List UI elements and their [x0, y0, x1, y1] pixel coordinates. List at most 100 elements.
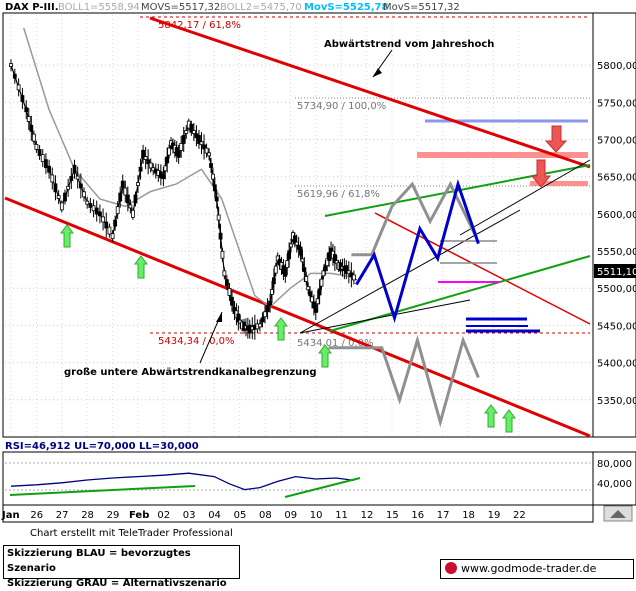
candle-body — [300, 258, 305, 263]
candle-body — [209, 163, 213, 168]
green-up-arrow — [274, 317, 288, 341]
rsi-axis-panel — [592, 451, 636, 506]
resistance-zone-pink — [417, 152, 588, 158]
y-tick-label: 5600,00 — [597, 210, 636, 221]
candle-body — [302, 267, 307, 273]
candle-body — [313, 308, 318, 313]
fib-label-top: 5842,17 / 61,8% — [158, 20, 241, 31]
footer-note: Chart erstellt mit TeleTrader Profession… — [30, 528, 233, 539]
legend-gray: Skizzierung GRAU = Alternativszenario — [7, 578, 227, 589]
candle-body — [321, 270, 326, 277]
candle-body — [53, 183, 58, 193]
candle-body — [26, 116, 31, 122]
x-tick-label: 16 — [411, 510, 424, 521]
candle-body — [260, 317, 265, 323]
green-up-arrow — [502, 409, 516, 433]
annotation-arrowhead-bottom — [216, 312, 222, 322]
candle-body — [115, 206, 120, 215]
candle-body — [308, 291, 312, 297]
candle-body — [66, 185, 71, 190]
x-tick-label: 11 — [335, 510, 348, 521]
site-credit[interactable]: www.godmode-trader.de — [440, 559, 634, 579]
candle-body — [287, 250, 292, 260]
candle-body — [346, 270, 351, 275]
candle-body — [181, 135, 186, 144]
candle-body — [167, 147, 172, 156]
x-tick-label: 03 — [183, 510, 196, 521]
y-tick-label: 5450,00 — [597, 321, 636, 332]
fib-label-bottom-left: 5434,34 / 0,0% — [158, 336, 234, 347]
header-symbol: DAX P-III. — [5, 2, 59, 13]
candle-body — [207, 152, 212, 157]
header-movs1: MOVS=5517,32 — [141, 2, 220, 13]
candle-body — [63, 192, 67, 202]
green-up-arrow — [318, 344, 332, 368]
candle-body — [197, 135, 201, 144]
candle-body — [310, 296, 314, 303]
fib-label-618: 5619,96 / 61,8% — [297, 189, 380, 200]
y-tick-labels: 5800,00 5750,00 5700,00 5650,00 5600,00 5550,… — [597, 61, 636, 407]
candle-body — [270, 289, 274, 295]
site-logo-icon — [445, 562, 457, 574]
last-price-badge — [594, 264, 636, 278]
x-tick-label: 05 — [234, 510, 247, 521]
fib-label-100: 5734,90 / 100,0% — [297, 101, 386, 112]
annotation-arrowhead-top — [373, 68, 382, 77]
candle-body — [222, 270, 227, 277]
green-up-arrow — [60, 224, 74, 248]
candle-body — [69, 176, 74, 181]
candle-body — [29, 124, 34, 132]
candle-body — [344, 265, 349, 275]
wedge-line-lower — [299, 299, 471, 334]
x-tick-label: Feb — [129, 510, 149, 521]
candle-body — [75, 175, 80, 180]
candle-body — [211, 173, 215, 180]
candle-body — [141, 149, 145, 159]
candle-body — [283, 269, 288, 277]
candle-body — [118, 192, 123, 202]
scenario-legend: Skizzierung BLAU = bevorzugtes Szenario … — [3, 545, 240, 589]
trendline-upper — [149, 16, 591, 169]
candle-body — [315, 298, 320, 305]
candle-body — [179, 142, 184, 151]
rsi-trend-2 — [284, 477, 361, 498]
candle-body — [273, 265, 278, 274]
x-tick-label: 19 — [488, 510, 501, 521]
x-tick-labels: Jan 26 27 28 29 Feb 02 03 04 05 08 09 10 11 12 15 16 17 18… — [1, 510, 526, 521]
candle-body — [37, 149, 42, 156]
candle-body — [220, 250, 225, 259]
rsi-panel — [2, 451, 594, 506]
candle-body — [163, 165, 168, 172]
y-tick-label: 5350,00 — [597, 396, 636, 407]
x-tick-label: 17 — [437, 510, 450, 521]
x-tick-label: 09 — [284, 510, 297, 521]
scenario-blue-line — [355, 178, 480, 324]
candle-body — [94, 207, 99, 215]
candle-body — [125, 194, 130, 204]
candle-body — [227, 288, 232, 296]
x-tick-label: 27 — [56, 510, 69, 521]
candle-body — [104, 221, 109, 229]
candle-body — [78, 183, 83, 189]
candle-body — [91, 205, 96, 212]
candle-body — [34, 143, 39, 150]
fib-label-bottom-mid: 5434,01 / 0,0% — [297, 338, 373, 349]
trendline-lower — [4, 196, 591, 438]
candle-body — [263, 311, 267, 318]
candle-body — [294, 241, 299, 246]
annotation-trend-top: Abwärtstrend vom Jahreshoch — [324, 39, 494, 50]
rsi-tick-80: 80,000 — [597, 459, 632, 470]
candle-body — [191, 130, 196, 134]
rsi-tick-40: 40,000 — [597, 479, 632, 490]
x-tick-label: 26 — [30, 510, 43, 521]
candle-body — [176, 150, 181, 158]
x-tick-label: Jan — [1, 510, 20, 521]
candle-body — [31, 133, 36, 142]
legend-blue: Skizzierung BLAU = bevorzugtes Szenario — [7, 548, 191, 574]
candle-body — [101, 216, 105, 223]
candle-body — [110, 233, 115, 240]
candle-body — [224, 279, 229, 287]
x-tick-label: 12 — [361, 510, 374, 521]
x-tick-label: 04 — [208, 510, 221, 521]
